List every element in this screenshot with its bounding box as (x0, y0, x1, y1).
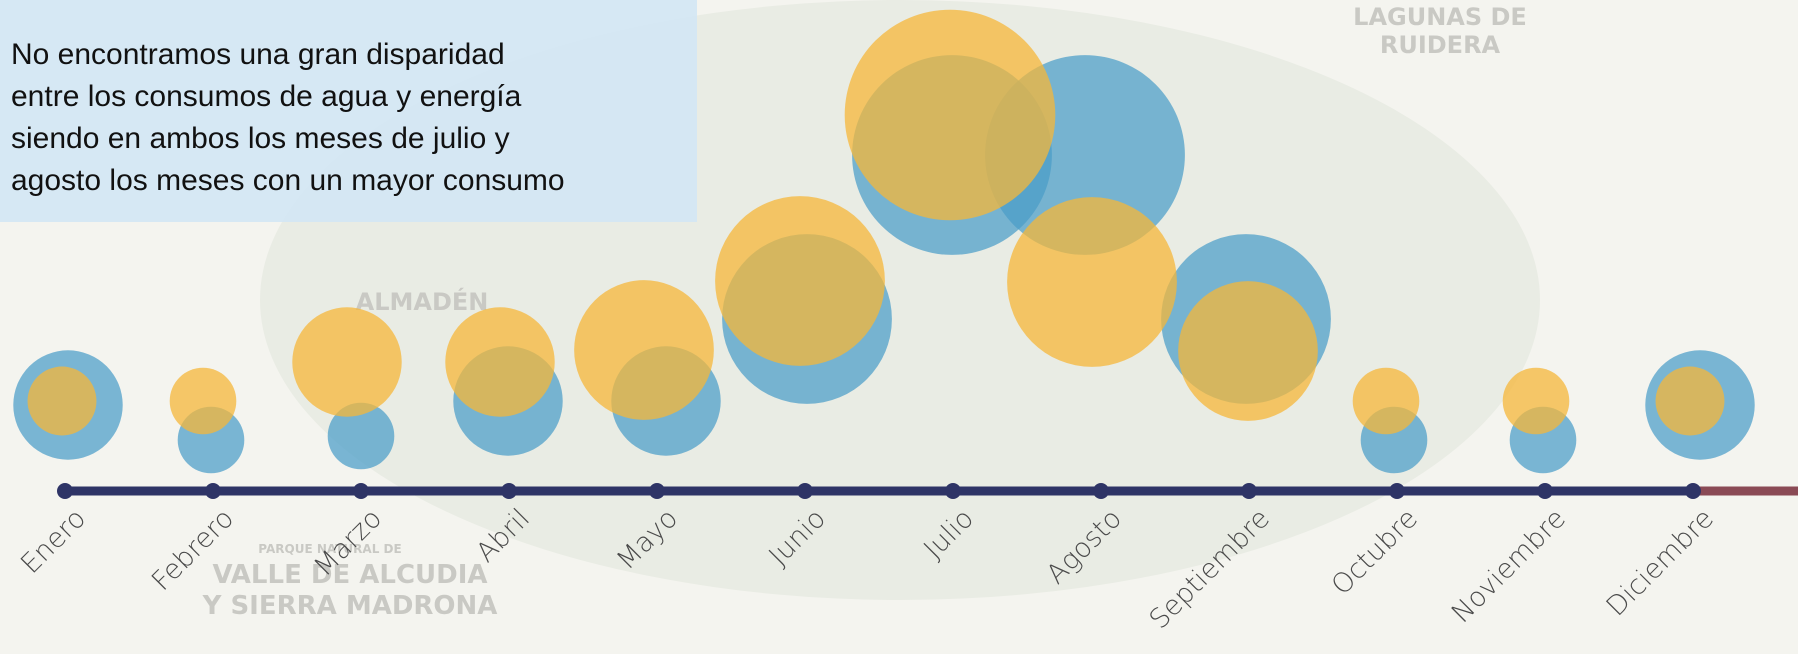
timeline-dot (1389, 483, 1405, 499)
bubble (327, 402, 395, 470)
timeline-dot (945, 483, 961, 499)
bubble (1178, 281, 1318, 421)
timeline-dot (1093, 483, 1109, 499)
bubble (715, 196, 885, 366)
bubble (292, 307, 402, 417)
annotation-line: entre los consumos de agua y energía (11, 80, 522, 113)
timeline-dot (797, 483, 813, 499)
timeline-dot (1241, 483, 1257, 499)
timeline-dot (57, 483, 73, 499)
text-box (0, 0, 697, 222)
bubble (1352, 367, 1420, 435)
timeline-dot (205, 483, 221, 499)
bubble (1655, 366, 1725, 436)
bubble (27, 366, 97, 436)
bubble (844, 9, 1056, 221)
annotation-line: agosto los meses con un mayor consumo (11, 164, 565, 197)
annotation-line: siendo en ambos los meses de julio y (11, 122, 510, 155)
annotation-line: No encontramos una gran disparidad (11, 38, 505, 71)
bubble (1502, 367, 1570, 435)
bubble (1007, 197, 1177, 367)
map-label: VALLE DE ALCUDIA (212, 560, 487, 590)
map-label: PARQUE NATURAL DE (258, 542, 401, 556)
bubble (169, 367, 237, 435)
timeline-dot (649, 483, 665, 499)
timeline-dot (1537, 483, 1553, 499)
timeline-dot (353, 483, 369, 499)
timeline-dot (1685, 483, 1701, 499)
bubble (445, 307, 555, 417)
map-label: Y SIERRA MADRONA (202, 591, 498, 621)
timeline-dot (501, 483, 517, 499)
map-label: LAGUNAS DE (1353, 3, 1527, 31)
map-label: RUIDERA (1380, 31, 1501, 59)
bubble (574, 280, 714, 420)
map-label: ALMADÉN (356, 287, 489, 316)
